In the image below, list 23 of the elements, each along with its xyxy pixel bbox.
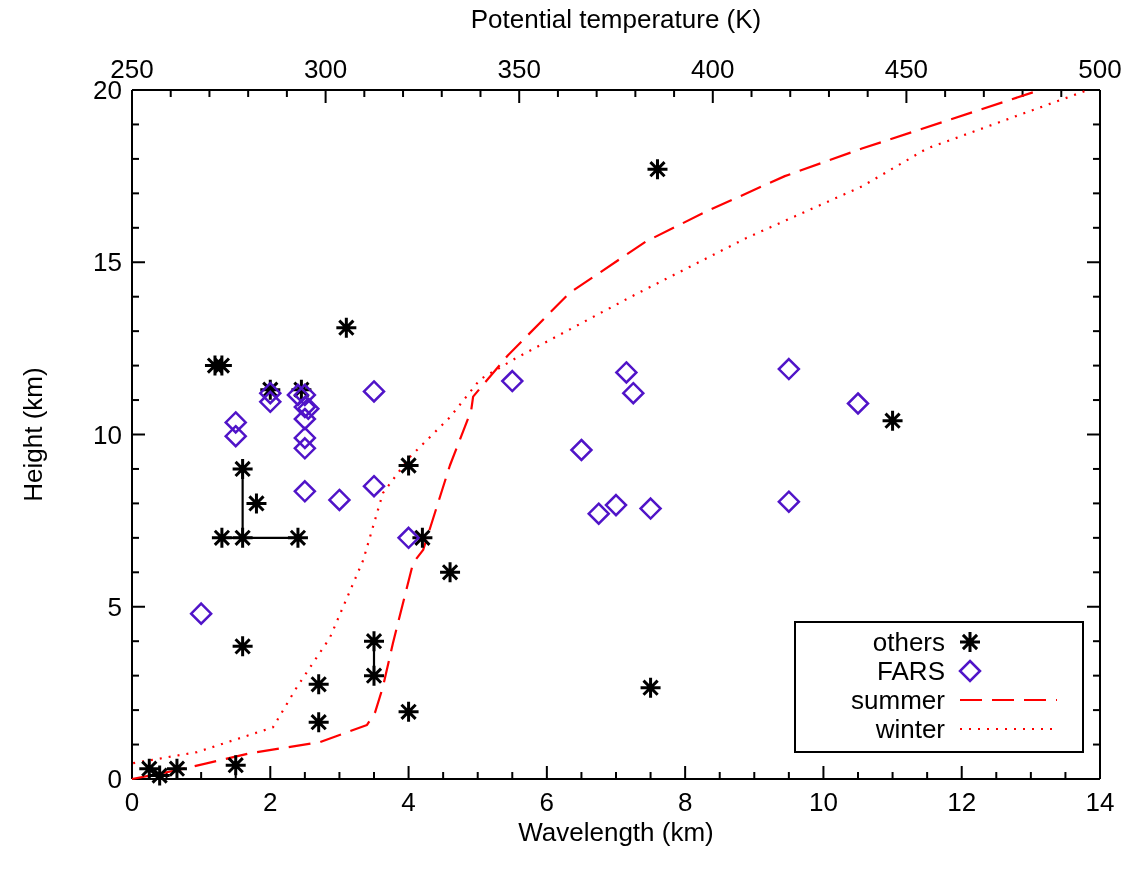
- y-axis-title: Height (km): [18, 367, 48, 502]
- y-tick-label: 5: [107, 591, 122, 622]
- x-tick-label: 2: [263, 787, 278, 817]
- x-tick-label: 8: [677, 787, 693, 817]
- legend-label: summer: [851, 685, 946, 715]
- x-axis-title: Wavelength (km): [518, 817, 714, 847]
- x-tick-label: 10: [808, 787, 838, 817]
- x2-tick-label: 500: [1078, 54, 1122, 84]
- legend-label: others: [872, 627, 945, 657]
- x2-tick-label: 400: [691, 54, 735, 84]
- x2-tick-label: 300: [303, 54, 348, 84]
- x-tick-label: 12: [947, 787, 977, 817]
- legend-label: FARS: [877, 656, 945, 686]
- x2-tick-label: 350: [497, 54, 541, 84]
- y-tick-label: 10: [93, 419, 122, 450]
- x2-tick-label: 450: [884, 54, 929, 84]
- x-tick-label: 6: [539, 787, 555, 817]
- x-tick-label: 14: [1085, 787, 1115, 817]
- y-tick-label: 0: [107, 764, 122, 794]
- legend-label: winter: [874, 714, 946, 744]
- x2-axis-title: Potential temperature (K): [470, 4, 762, 34]
- y-tick-label: 15: [93, 247, 122, 278]
- x-tick-label: 4: [401, 787, 416, 817]
